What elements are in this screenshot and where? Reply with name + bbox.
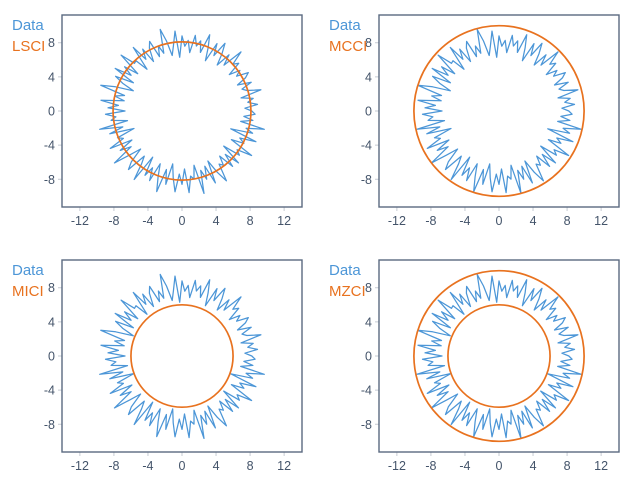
legend-lsci: Data LSCI (12, 15, 45, 57)
legend-data-label: Data (12, 262, 44, 279)
legend-mcci: Data MCCI (329, 15, 367, 57)
svg-text:-4: -4 (142, 214, 153, 228)
svg-text:12: 12 (594, 214, 608, 228)
svg-text:-4: -4 (361, 384, 372, 398)
subplot-lsci: Data LSCI -12 -8 -4 0 4 8 12 8 4 0 -4 -8 (0, 0, 318, 245)
legend-mici: Data MICI (12, 260, 44, 302)
svg-text:4: 4 (213, 459, 220, 473)
svg-text:4: 4 (213, 214, 220, 228)
svg-text:0: 0 (48, 105, 55, 119)
svg-text:12: 12 (277, 459, 291, 473)
svg-text:8: 8 (48, 36, 55, 50)
legend-method-label: MCCI (329, 38, 368, 55)
plot-area-mzci: -12 -8 -4 0 4 8 12 8 4 0 -4 -8 (361, 259, 620, 473)
svg-text:-4: -4 (459, 459, 470, 473)
subplot-mcci: Data MCCI -12 -8 -4 0 4 8 12 8 4 0 -4 -8 (317, 0, 635, 245)
svg-text:8: 8 (365, 281, 372, 295)
svg-text:12: 12 (594, 459, 608, 473)
svg-text:8: 8 (247, 214, 254, 228)
svg-text:-4: -4 (44, 384, 55, 398)
svg-text:8: 8 (247, 459, 254, 473)
svg-text:0: 0 (365, 350, 372, 364)
svg-text:-12: -12 (71, 214, 89, 228)
svg-text:-4: -4 (142, 459, 153, 473)
svg-text:-8: -8 (44, 173, 55, 187)
svg-text:-4: -4 (459, 214, 470, 228)
legend-method-label: LSCI (12, 38, 46, 55)
svg-text:-8: -8 (108, 214, 119, 228)
svg-text:0: 0 (179, 459, 186, 473)
svg-text:-8: -8 (44, 418, 55, 432)
legend-mzci: Data MZCI (329, 260, 366, 302)
legend-data-label: Data (329, 17, 361, 34)
svg-text:8: 8 (48, 281, 55, 295)
svg-text:0: 0 (48, 350, 55, 364)
svg-text:-8: -8 (361, 418, 372, 432)
legend-data-label: Data (12, 17, 44, 34)
subplot-mici: Data MICI -12 -8 -4 0 4 8 12 8 4 0 -4 -8 (0, 245, 318, 490)
svg-text:4: 4 (365, 70, 372, 84)
svg-text:4: 4 (365, 315, 372, 329)
plot-area-mcci: -12 -8 -4 0 4 8 12 8 4 0 -4 -8 (361, 14, 620, 228)
svg-text:0: 0 (365, 105, 372, 119)
plot-area-lsci: -12 -8 -4 0 4 8 12 8 4 0 -4 -8 (44, 14, 303, 228)
svg-text:12: 12 (277, 214, 291, 228)
subplot-mzci: Data MZCI -12 -8 -4 0 4 8 12 8 4 0 -4 -8 (317, 245, 635, 490)
svg-text:-4: -4 (44, 139, 55, 153)
svg-text:0: 0 (179, 214, 186, 228)
svg-text:-12: -12 (71, 459, 89, 473)
svg-text:8: 8 (365, 36, 372, 50)
svg-text:8: 8 (564, 214, 571, 228)
legend-method-label: MICI (12, 283, 44, 300)
legend-method-label: MZCI (329, 283, 366, 300)
svg-text:-8: -8 (361, 173, 372, 187)
svg-text:-8: -8 (425, 214, 436, 228)
svg-text:8: 8 (564, 459, 571, 473)
plot-area-mici: -12 -8 -4 0 4 8 12 8 4 0 -4 -8 (44, 259, 303, 473)
svg-text:-8: -8 (425, 459, 436, 473)
svg-text:4: 4 (530, 214, 537, 228)
svg-text:-12: -12 (388, 214, 406, 228)
svg-text:-12: -12 (388, 459, 406, 473)
svg-text:4: 4 (530, 459, 537, 473)
svg-text:4: 4 (48, 315, 55, 329)
svg-text:0: 0 (496, 214, 503, 228)
svg-text:0: 0 (496, 459, 503, 473)
svg-text:-4: -4 (361, 139, 372, 153)
svg-text:4: 4 (48, 70, 55, 84)
legend-data-label: Data (329, 262, 361, 279)
svg-text:-8: -8 (108, 459, 119, 473)
